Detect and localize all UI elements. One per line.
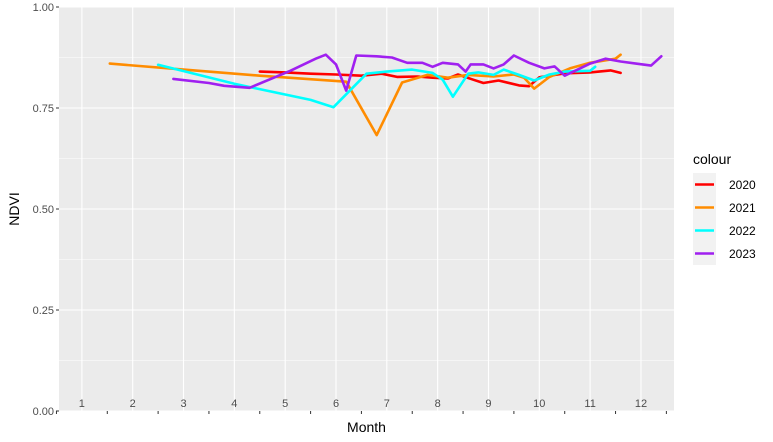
- legend-title: colour: [693, 151, 731, 167]
- legend-label-2022: 2022: [729, 224, 756, 238]
- y-axis: 0.00 0.25 0.50 0.75 1.00: [33, 2, 59, 418]
- x-tick-label: 5: [282, 398, 288, 410]
- y-axis-title: NDVI: [6, 192, 22, 225]
- legend: colour 2020 2021 2022 2023: [693, 151, 756, 265]
- legend-label-2020: 2020: [729, 178, 756, 192]
- x-tick-label: 9: [485, 398, 491, 410]
- minor-gridlines: [59, 57, 674, 361]
- x-tick-label: 11: [584, 398, 595, 410]
- x-axis: 1 2 3 4 5 6 7 8 9 10 11 12: [55, 398, 667, 414]
- y-tick-label: 0.00: [33, 406, 54, 418]
- series-line-2021: [108, 53, 622, 137]
- x-tick-label: 1: [79, 398, 85, 410]
- y-tick-label: 0.25: [33, 305, 54, 317]
- x-tick-label: 2: [130, 398, 136, 410]
- x-tick-label: 3: [180, 398, 186, 410]
- y-tick-label: 0.75: [33, 103, 54, 115]
- legend-items: 2020 2021 2022 2023: [693, 173, 756, 265]
- x-tick-label: 8: [435, 398, 441, 410]
- x-tick-label: 6: [333, 398, 339, 410]
- y-tick-label: 1.00: [33, 2, 54, 14]
- series-line-2023: [172, 53, 663, 92]
- x-tick-label: 12: [635, 398, 647, 410]
- major-gridlines-y: [59, 6, 674, 412]
- x-tick-label: 10: [533, 398, 545, 410]
- legend-label-2023: 2023: [729, 247, 756, 261]
- legend-label-2021: 2021: [729, 201, 756, 215]
- major-gridlines-x: [81, 7, 693, 411]
- series-lines: [108, 53, 663, 137]
- x-axis-title: Month: [347, 419, 386, 435]
- x-tick-label: 7: [384, 398, 390, 410]
- x-tick-label: 4: [231, 398, 237, 410]
- y-tick-label: 0.50: [33, 204, 54, 216]
- series-line-2022: [156, 63, 597, 109]
